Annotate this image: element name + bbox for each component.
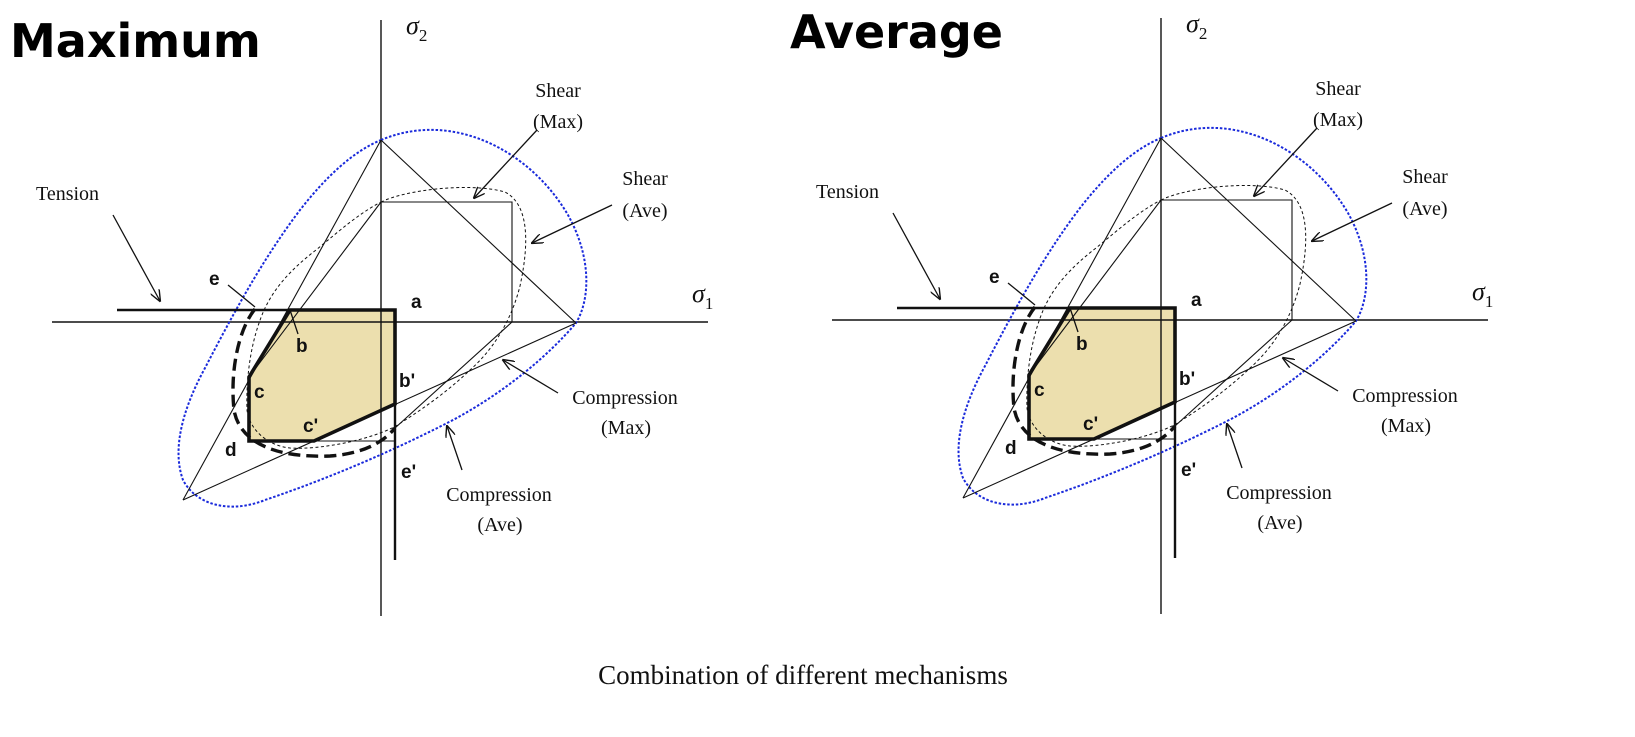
compression-ave-label-line2: (Ave) xyxy=(1257,512,1302,534)
panel-title: Average xyxy=(790,5,1003,59)
compression-max-label-line2: (Max) xyxy=(601,417,651,439)
sigma2-axis-label: σ2 xyxy=(1186,9,1207,43)
point-c-label: c xyxy=(1034,380,1045,401)
failure-envelope-graphic-maximum xyxy=(52,20,708,616)
sigma1-axis-label: σ1 xyxy=(692,279,713,313)
panel-average: Average σ2 σ1 Tension Shear (Max) Shear … xyxy=(790,5,1493,614)
point-e-label: e xyxy=(209,269,220,290)
compression-max-label-line2: (Max) xyxy=(1381,415,1431,437)
point-c-prime-label: c' xyxy=(1083,414,1098,435)
tension-label: Tension xyxy=(36,183,99,205)
point-b-label: b xyxy=(296,336,308,357)
shear-max-label-line1: Shear xyxy=(535,80,581,102)
shear-max-label-line1: Shear xyxy=(1315,78,1361,100)
point-d-label: d xyxy=(1005,438,1017,459)
point-b-prime-label: b' xyxy=(399,371,415,392)
shear-max-label-line2: (Max) xyxy=(1313,109,1363,131)
sigma1-axis-label: σ1 xyxy=(1472,277,1493,311)
compression-ave-label-line2: (Ave) xyxy=(477,514,522,536)
point-e-prime-label: e' xyxy=(1181,460,1196,481)
point-b-label: b xyxy=(1076,334,1088,355)
point-e-prime-label: e' xyxy=(401,462,416,483)
point-a-label: a xyxy=(1191,290,1202,311)
sigma2-axis-label: σ2 xyxy=(406,11,427,45)
point-b-prime-label: b' xyxy=(1179,369,1195,390)
shear-ave-label-line1: Shear xyxy=(1402,166,1448,188)
point-c-prime-label: c' xyxy=(303,416,318,437)
shear-ave-label-line2: (Ave) xyxy=(622,200,667,222)
shear-ave-label-line2: (Ave) xyxy=(1402,198,1447,220)
failure-envelope-graphic-average xyxy=(832,18,1488,614)
figure-caption: Combination of different mechanisms xyxy=(598,660,1008,690)
point-c-label: c xyxy=(254,382,265,403)
tension-label: Tension xyxy=(816,181,879,203)
compression-max-label-line1: Compression xyxy=(1352,385,1458,407)
shear-max-label-line2: (Max) xyxy=(533,111,583,133)
point-a-label: a xyxy=(411,292,422,313)
panel-maximum: Maximum σ2 σ1 Tension Shear (Max) Shear … xyxy=(10,11,713,616)
compression-ave-label-line1: Compression xyxy=(1226,482,1332,504)
compression-max-label-line1: Compression xyxy=(572,387,678,409)
shear-ave-label-line1: Shear xyxy=(622,168,668,190)
compression-ave-label-line1: Compression xyxy=(446,484,552,506)
panel-title: Maximum xyxy=(10,14,261,68)
point-e-label: e xyxy=(989,267,1000,288)
point-d-label: d xyxy=(225,440,237,461)
